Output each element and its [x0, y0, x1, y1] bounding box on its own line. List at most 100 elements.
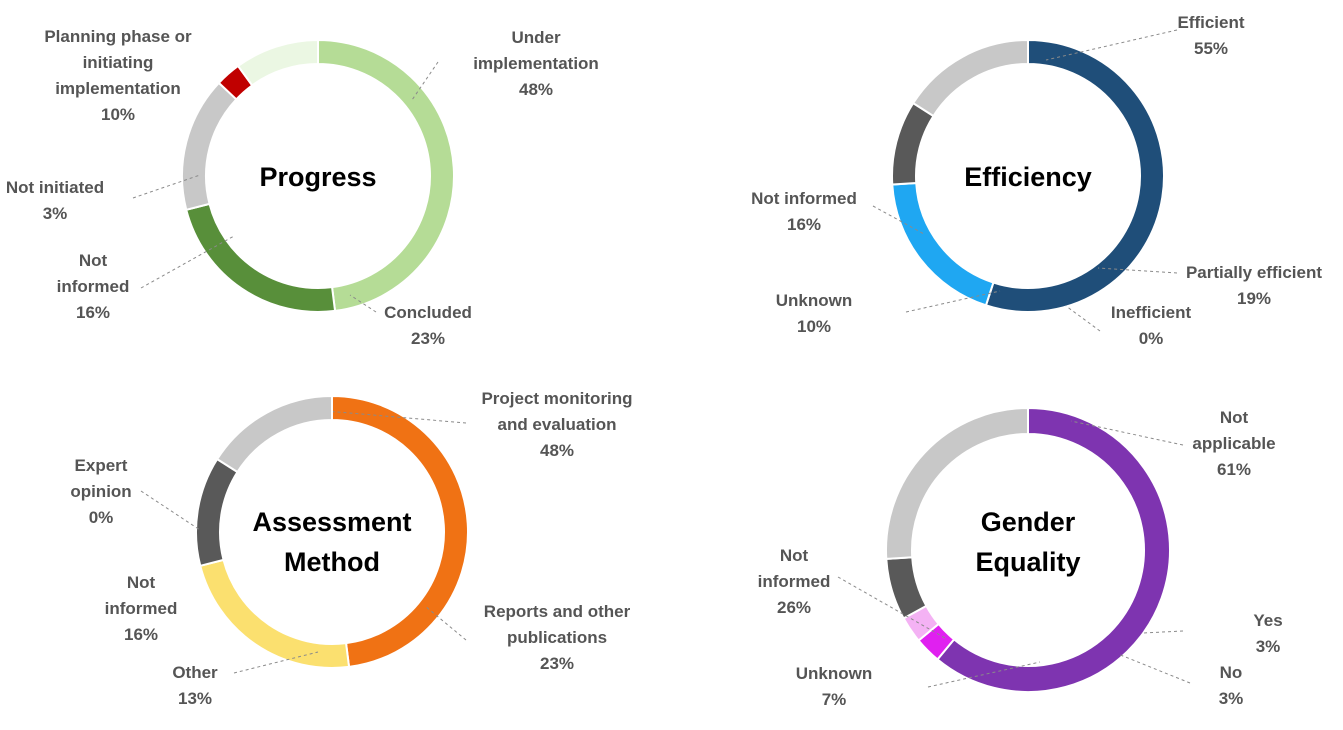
leader-line [1065, 305, 1101, 332]
segment-label-line: Yes [1253, 611, 1282, 630]
segment-label: Not applicable 61% [1192, 408, 1275, 479]
leader-line [1045, 29, 1178, 61]
donut-segment [181, 81, 238, 212]
chart-center-title: Assessment [252, 507, 411, 537]
segment-label-line: Concluded [384, 303, 472, 322]
segment-label-line: Under [511, 28, 561, 47]
donut-segment [215, 394, 333, 474]
segment-label-line: 61% [1217, 460, 1251, 479]
segment-label-line: Unknown [776, 291, 853, 310]
leader-line [233, 651, 319, 674]
leader-line [872, 205, 925, 235]
segment-label-line: 3% [1256, 637, 1281, 656]
segment-label: Reports and other publications 23% [484, 602, 631, 673]
segment-label-line: Not initiated [6, 178, 104, 197]
segment-label: Not informed 16% [105, 573, 178, 644]
segment-label: Efficient 55% [1177, 13, 1244, 58]
segment-label-line: 0% [89, 508, 114, 527]
chart-center-title: Progress [259, 162, 376, 192]
donut-segment [185, 202, 337, 313]
segment-label: Partially efficient 19% [1186, 263, 1322, 308]
donut-segment [236, 38, 319, 87]
segment-label-line: informed [105, 599, 178, 618]
segment-label-line: Inefficient [1111, 303, 1192, 322]
segment-label-line: Partially efficient [1186, 263, 1322, 282]
segment-label: Unknown 10% [776, 291, 853, 336]
segment-label-line: Unknown [796, 664, 873, 683]
chart-center-title: Gender [981, 507, 1076, 537]
chart-center-title: Equality [975, 547, 1080, 577]
segment-label: Project monitoring and evaluation 48% [481, 389, 632, 460]
segment-label-line: 7% [822, 690, 847, 709]
leader-line [1097, 267, 1178, 274]
segment-label-line: 23% [540, 654, 574, 673]
segment-label: Planning phase or initiating implementatio… [44, 27, 192, 124]
segment-label: Under implementation 48% [473, 28, 599, 99]
leader-line [1142, 630, 1184, 634]
segment-label-line: and evaluation [497, 415, 616, 434]
segment-label-line: Not [79, 251, 108, 270]
leader-line [1117, 653, 1191, 684]
segment-label-line: implementation [473, 54, 599, 73]
segment-label-line: 16% [124, 625, 158, 644]
donut-segment [911, 38, 1029, 118]
donut-segment [984, 38, 1165, 313]
segment-label: No 3% [1219, 663, 1244, 708]
segment-label-line: 48% [540, 441, 574, 460]
leader-line [905, 290, 1001, 313]
donut-chart-1: Under implementation 48% Concluded 23% Not inf… [6, 27, 599, 348]
segment-label-line: 23% [411, 329, 445, 348]
segment-label-line: Not informed [751, 189, 857, 208]
segment-label-line: No [1220, 663, 1243, 682]
donut-chart-3: Project monitoring and evaluation 48% Repor… [70, 389, 632, 708]
donut-segment [936, 406, 1171, 693]
segment-label-line: 55% [1194, 39, 1228, 58]
donut-segment [195, 457, 239, 568]
chart-center-title: Method [284, 547, 380, 577]
leader-line [140, 490, 201, 531]
leader-line [424, 605, 467, 641]
segment-label-line: opinion [70, 482, 131, 501]
segment-label-line: applicable [1192, 434, 1275, 453]
leader-line [1070, 420, 1184, 446]
segment-label-line: 10% [797, 317, 831, 336]
segment-label-line: Expert [75, 456, 128, 475]
segment-label: Not initiated 3% [6, 178, 104, 223]
segment-label-line: 19% [1237, 289, 1271, 308]
segment-label-line: Efficient [1177, 13, 1244, 32]
segment-label: Concluded 23% [384, 303, 472, 348]
segment-label-line: Not [780, 546, 809, 565]
chart-center-title: Efficiency [964, 162, 1092, 192]
segment-label-line: informed [57, 277, 130, 296]
segment-label-line: 13% [178, 689, 212, 708]
segment-label-line: Not [1220, 408, 1249, 427]
leader-line [927, 661, 1041, 688]
segment-label: Not informed 26% [758, 546, 831, 617]
segment-label-line: Not [127, 573, 156, 592]
leader-line [411, 61, 439, 101]
segment-label-line: 48% [519, 80, 553, 99]
leader-line [837, 576, 946, 639]
leader-line [349, 294, 377, 313]
segment-label-line: 16% [76, 303, 110, 322]
donut-segment [885, 556, 928, 620]
segment-label-line: Reports and other [484, 602, 631, 621]
segment-label-line: 0% [1139, 329, 1164, 348]
donut-chart-2: Efficient 55% Partially efficient 19% Ineffi… [751, 13, 1322, 348]
segment-label: Expert opinion 0% [70, 456, 131, 527]
segment-label-line: 16% [787, 215, 821, 234]
segment-label: Yes 3% [1253, 611, 1282, 656]
segment-label-line: publications [507, 628, 607, 647]
segment-label-line: Planning phase or [44, 27, 192, 46]
donut-segment [891, 101, 935, 186]
segment-label: Other 13% [172, 663, 218, 708]
segment-label-line: 10% [101, 105, 135, 124]
segment-label: Unknown 7% [796, 664, 873, 709]
segment-label-line: implementation [55, 79, 181, 98]
segment-label-line: initiating [83, 53, 154, 72]
segment-label-line: informed [758, 572, 831, 591]
segment-label-line: 26% [777, 598, 811, 617]
donut-segment [885, 406, 1029, 560]
